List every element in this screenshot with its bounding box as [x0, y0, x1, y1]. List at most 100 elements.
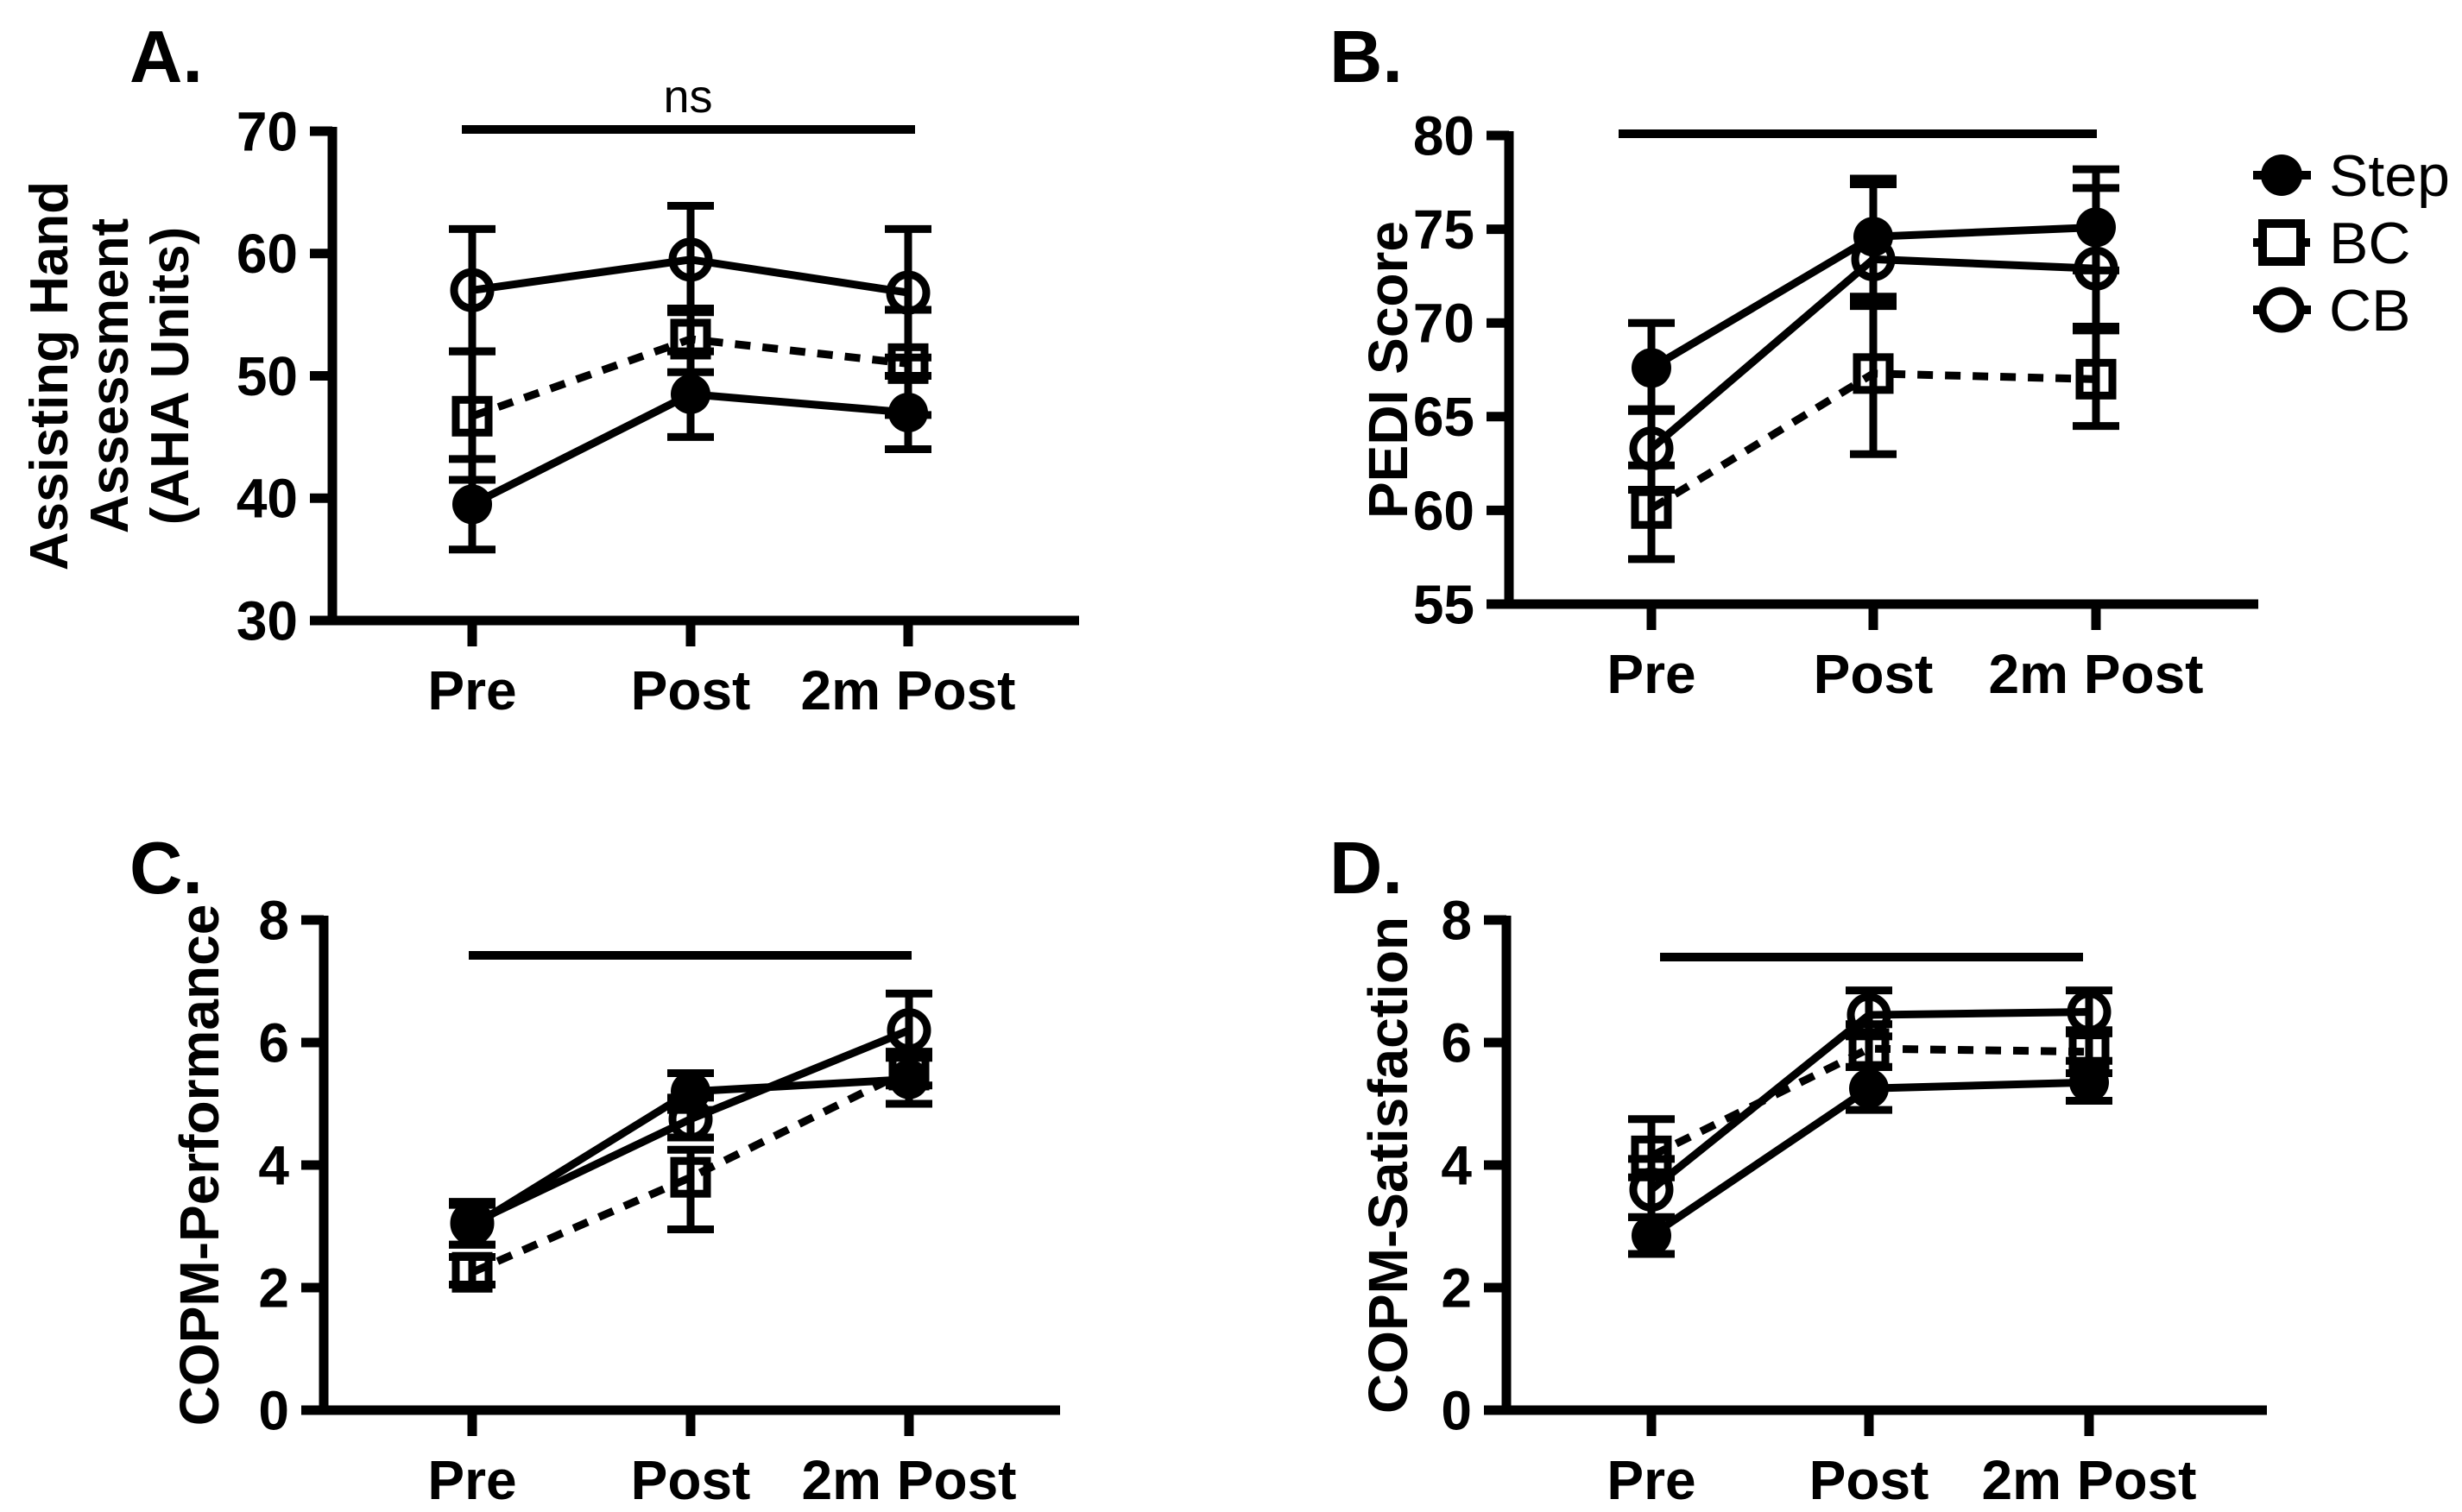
y-tick-label: 55	[1413, 573, 1474, 635]
open-square-marker	[1853, 353, 1894, 394]
y-axis-title-line: Assessment	[80, 218, 140, 533]
series-line-solid	[1649, 1008, 2090, 1193]
legend-label: CB	[2329, 278, 2410, 343]
open-circle-marker	[887, 1008, 931, 1053]
y-tick-label: 2	[258, 1257, 289, 1319]
legend-label: Step	[2329, 143, 2450, 209]
panel-d-chart: D. COPM-Satisfaction 8 6 4 2 0 Pre Post 2m Post	[1329, 828, 2267, 1511]
legend-item-step: Step	[2253, 143, 2450, 209]
open-square-marker	[2075, 358, 2117, 400]
x-tick-label: Pre	[1607, 643, 1695, 705]
open-circle-icon	[2258, 287, 2305, 333]
open-square-marker	[451, 1251, 493, 1293]
panel-label: C.	[129, 828, 203, 910]
legend-item-bc: BC	[2253, 211, 2410, 276]
open-square-marker	[670, 1156, 711, 1198]
x-tick-label: Post	[1809, 1449, 1929, 1511]
filled-circle-marker	[671, 374, 710, 414]
y-axis-title-line: PEDI Score	[1357, 221, 1419, 519]
series-step	[1628, 165, 2119, 415]
y-tick-label: 70	[1413, 293, 1474, 355]
y-axis-title-line: (AHA Units)	[141, 227, 200, 526]
panel-c-chart: C.COPM-Performance 8 6 4 2 0 Pre Post 2m Post	[129, 828, 1060, 1511]
open-square-marker	[1631, 488, 1672, 529]
axis: 8 6 4 2 0 Pre Post 2m Post	[258, 889, 1060, 1511]
filled-circle-marker	[452, 484, 492, 525]
y-tick-label: 8	[1441, 889, 1472, 951]
x-tick-label: Pre	[427, 1449, 516, 1511]
x-tick-label: 2m Post	[802, 1449, 1017, 1511]
open-circle-marker	[668, 237, 713, 282]
y-tick-label: 6	[258, 1011, 289, 1074]
x-tick-label: Pre	[1607, 1449, 1695, 1511]
y-tick-label: 0	[1441, 1379, 1472, 1441]
open-square-icon	[2258, 219, 2305, 266]
y-tick-label: 80	[1413, 104, 1474, 167]
filled-circle-marker	[671, 1071, 710, 1112]
series-step	[449, 347, 931, 554]
series-line-dashed	[470, 335, 909, 420]
x-tick-label: Post	[631, 659, 751, 721]
y-tick-label: 40	[237, 468, 298, 530]
panel-label: A.	[129, 16, 203, 98]
y-tick-label: 75	[1413, 198, 1474, 261]
y-tick-label: 8	[258, 889, 289, 951]
y-axis-title: COPM-Performance	[168, 904, 230, 1427]
y-tick-label: 60	[1413, 480, 1474, 542]
y-tick-label: 50	[237, 345, 298, 407]
y-tick-label: 60	[237, 223, 298, 285]
series-line-dashed	[470, 1066, 911, 1276]
y-tick-label: 0	[258, 1379, 289, 1441]
panel-label: D.	[1329, 828, 1403, 910]
y-axis-title: COPM-Satisfaction	[1357, 917, 1419, 1414]
series-line-solid	[470, 1026, 911, 1227]
y-tick-label: 6	[1441, 1011, 1472, 1074]
filled-circle-marker	[1849, 1068, 1889, 1109]
y-tick-label: 4	[1441, 1134, 1472, 1196]
y-axis-title-line: COPM-Performance	[168, 904, 230, 1427]
y-tick-label: 65	[1413, 386, 1474, 448]
series-step	[1628, 1056, 2112, 1258]
series-bc	[449, 305, 931, 484]
panel-a-chart: A. Assisting Hand Assessment (AHA Units) 70 6…	[20, 16, 1079, 721]
filled-circle-marker	[1632, 348, 1671, 388]
y-axis-title: PEDI Score	[1357, 221, 1419, 519]
filled-circle-marker	[889, 1059, 929, 1099]
series-line-dashed	[1649, 369, 2097, 513]
y-axis-title: Assisting Hand Assessment (AHA Units)	[20, 181, 200, 570]
y-tick-label: 30	[237, 589, 298, 652]
x-tick-label: 2m Post	[1982, 1449, 2197, 1511]
filled-circle-marker	[2076, 207, 2116, 248]
legend-item-cb: CB	[2253, 278, 2410, 343]
y-axis-title-line: COPM-Satisfaction	[1357, 917, 1419, 1414]
y-axis-title-line: Assisting Hand	[20, 181, 79, 570]
filled-circle-marker	[452, 1206, 492, 1246]
x-tick-label: Post	[1814, 643, 1934, 705]
series-line-dashed	[1650, 1044, 2090, 1160]
series-bc	[1628, 299, 2119, 564]
filled-circle-marker	[888, 393, 928, 433]
filled-circle-marker	[1853, 217, 1893, 257]
x-tick-label: Post	[631, 1449, 751, 1511]
y-tick-label: 4	[258, 1134, 289, 1196]
ns-annotation: ns	[663, 71, 712, 123]
filled-circle-marker	[2069, 1062, 2109, 1103]
series-line-solid	[471, 255, 909, 297]
panel-b-chart: B. PEDI Score 80 75 70 65 60 55 Pre Post 2m Post St…	[1329, 16, 2450, 705]
open-circle-marker	[450, 268, 495, 312]
x-tick-label: 2m Post	[801, 659, 1016, 721]
axis: 80 75 70 65 60 55 Pre Post 2m Post	[1413, 104, 2258, 705]
y-tick-label: 70	[237, 100, 298, 162]
x-tick-label: 2m Post	[1989, 643, 2204, 705]
open-square-marker	[451, 395, 493, 437]
series-step	[449, 1054, 932, 1249]
open-square-marker	[1631, 1135, 1672, 1176]
axis: 8 6 4 2 0 Pre Post 2m Post	[1441, 889, 2267, 1511]
panel-label: B.	[1329, 16, 1403, 98]
filled-circle-icon	[2261, 154, 2302, 196]
legend-label: BC	[2329, 211, 2410, 276]
axis: 70 60 50 40 30 Pre Post 2m Post	[237, 100, 1079, 721]
x-tick-label: Pre	[427, 659, 516, 721]
